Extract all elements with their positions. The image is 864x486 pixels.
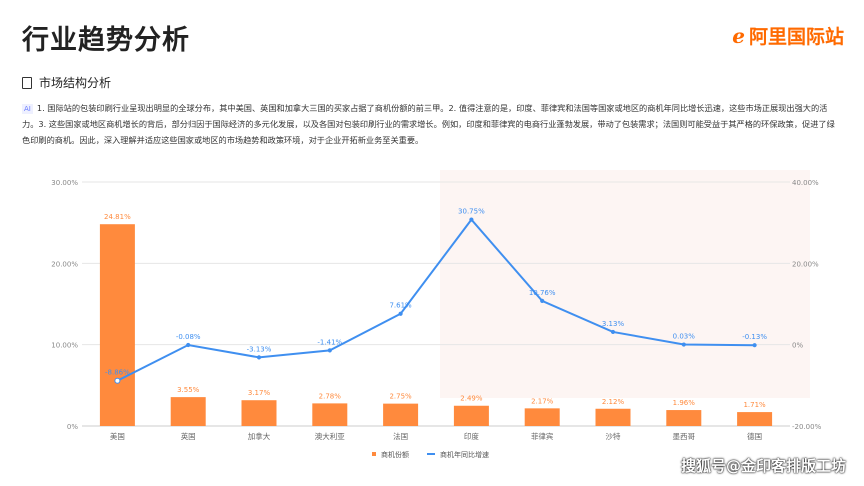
- line-point: [469, 217, 474, 222]
- line-point: [610, 329, 616, 335]
- bar: [312, 403, 348, 426]
- bar: [99, 224, 135, 426]
- bar-label: 24.81%: [104, 213, 131, 221]
- line-label: -0.13%: [742, 333, 767, 341]
- summary-text: AI 1. 国际站的包装印刷行业呈现出明显的全球分布，其中美国、英国和加拿大三国的…: [22, 100, 842, 148]
- x-axis-tick: 加拿大: [248, 431, 271, 441]
- line-label: -3.13%: [247, 345, 272, 353]
- line-label: -1.41%: [317, 338, 342, 346]
- line-point: [186, 342, 191, 348]
- bar: [383, 403, 419, 426]
- line-point: [256, 355, 262, 360]
- line-point: [681, 342, 686, 347]
- line-label: 7.61%: [389, 302, 412, 310]
- x-axis-tick: 德国: [747, 431, 762, 441]
- alibaba-logo: ℯ 阿里国际站: [732, 22, 844, 49]
- x-axis-tick: 印度: [464, 431, 479, 441]
- line-label: 3.13%: [602, 320, 625, 328]
- section-header: 市场结构分析: [22, 74, 111, 91]
- bar-label: 3.55%: [177, 386, 200, 394]
- line-label: -8.86%: [105, 369, 130, 377]
- footer-watermark: 搜狐号@金印客排版工坊: [680, 457, 846, 475]
- legend-bar-label: 商机份额: [381, 450, 409, 459]
- bar-label: 3.17%: [248, 389, 271, 397]
- right-axis-tick: 20.00%: [792, 260, 819, 268]
- logo-icon: ℯ: [732, 23, 745, 48]
- x-axis-tick: 法国: [393, 431, 408, 441]
- chart-background: [440, 170, 810, 398]
- ai-badge: AI: [22, 104, 33, 114]
- left-axis-tick: 10.00%: [51, 342, 78, 350]
- bar: [737, 412, 773, 426]
- line-point: [114, 377, 121, 384]
- summary-body: 1. 国际站的包装印刷行业呈现出明显的全球分布，其中美国、英国和加拿大三国的买家…: [22, 103, 835, 145]
- bar: [595, 408, 631, 426]
- x-axis-tick: 澳大利亚: [315, 431, 345, 441]
- left-axis-tick: 0%: [67, 423, 78, 431]
- bar-label: 2.17%: [531, 397, 554, 405]
- x-axis-tick: 沙特: [606, 431, 621, 441]
- line-point: [327, 348, 332, 353]
- bar: [241, 400, 277, 426]
- right-axis-tick: 40.00%: [792, 179, 819, 187]
- section-title: 市场结构分析: [39, 76, 112, 90]
- line-point: [752, 343, 757, 348]
- legend-bar-swatch: [372, 452, 376, 456]
- growth-line: [116, 218, 755, 382]
- line-label: -0.08%: [176, 333, 201, 341]
- right-axis-tick: -20.00%: [792, 423, 822, 431]
- right-axis-tick: 0%: [792, 342, 803, 350]
- bar-label: 2.78%: [319, 392, 342, 400]
- x-axis-tick: 英国: [181, 431, 196, 441]
- bar-label: 2.75%: [389, 393, 412, 401]
- left-axis-tick: 20.00%: [51, 260, 78, 268]
- bar-label: 1.71%: [743, 401, 766, 409]
- clipboard-icon: [22, 76, 32, 89]
- line-label: 10.76%: [529, 289, 556, 297]
- bar-label: 2.49%: [460, 395, 483, 403]
- bar-label: 1.96%: [673, 399, 696, 407]
- bar: [453, 405, 489, 426]
- line-label: 30.75%: [458, 208, 485, 216]
- legend-line-label: 商机年同比增速: [440, 450, 489, 459]
- bar: [170, 397, 206, 426]
- page-title: 行业趋势分析: [22, 25, 190, 56]
- bar: [524, 408, 560, 426]
- bar-label: 2.12%: [602, 398, 625, 406]
- bar: [666, 410, 702, 426]
- x-axis-tick: 菲律宾: [531, 431, 554, 441]
- line-point: [540, 298, 545, 304]
- left-axis-tick: 30.00%: [51, 179, 78, 187]
- x-axis-tick: 美国: [110, 431, 125, 441]
- x-axis-tick: 墨西哥: [673, 432, 696, 441]
- line-point: [398, 311, 403, 316]
- logo-text: 阿里国际站: [748, 26, 844, 48]
- line-label: 0.03%: [673, 333, 696, 341]
